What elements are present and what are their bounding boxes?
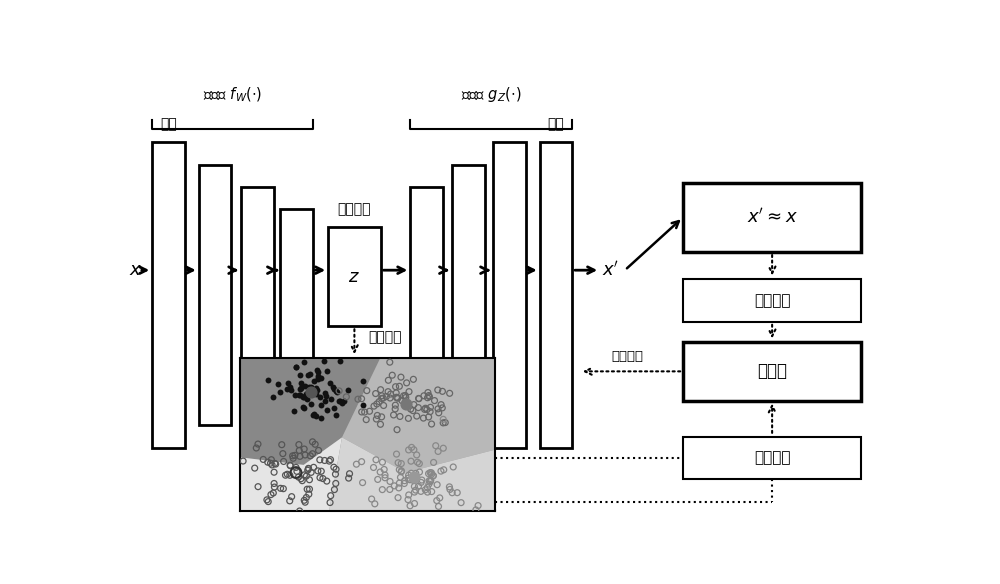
Bar [241, 187, 274, 394]
Text: 输出: 输出 [548, 117, 564, 131]
Bar [410, 187, 443, 394]
Text: $x'$: $x'$ [602, 260, 619, 280]
Text: $x$: $x$ [129, 261, 142, 279]
Text: $x' \approx x$: $x' \approx x$ [747, 208, 798, 227]
Text: 重构误差: 重构误差 [754, 293, 790, 308]
Text: 解码器 $g_Z(\cdot)$: 解码器 $g_Z(\cdot)$ [461, 85, 521, 104]
Bar [683, 342, 861, 401]
Bar [683, 437, 861, 479]
Text: 聚类损失: 聚类损失 [754, 450, 790, 465]
Bar [328, 228, 381, 326]
Bar [540, 142, 572, 448]
Bar [493, 142, 526, 448]
Bar [280, 210, 313, 362]
Text: 输入: 输入 [160, 117, 177, 131]
Bar [683, 279, 861, 322]
Text: 潜在空间: 潜在空间 [368, 331, 402, 345]
Bar [683, 183, 861, 252]
Bar [152, 142, 185, 448]
Text: $z$: $z$ [348, 268, 360, 286]
Text: 潜在特征: 潜在特征 [338, 202, 371, 216]
Text: 编码器 $f_W(\cdot)$: 编码器 $f_W(\cdot)$ [203, 85, 262, 104]
Text: 反向传播: 反向传播 [612, 350, 644, 363]
Text: 总损失: 总损失 [757, 362, 787, 380]
Bar [452, 165, 485, 425]
Bar [199, 165, 231, 425]
